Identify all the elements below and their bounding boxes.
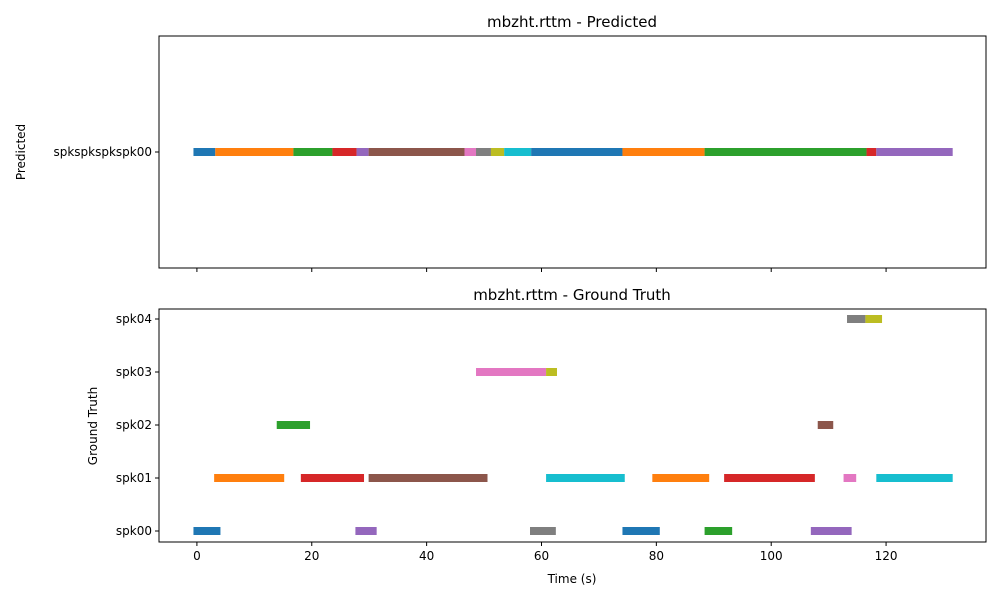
predicted-axes-frame <box>158 35 987 269</box>
ground-truth-title: mbzht.rttm - Ground Truth <box>473 286 671 304</box>
ground-truth-segment <box>843 474 857 482</box>
ground-truth-ytick-label: spk02 <box>116 418 152 432</box>
ground-truth-xtick-label: 40 <box>419 549 434 563</box>
ground-truth-ytick-label: spk01 <box>116 471 152 485</box>
ground-truth-ytick-label: spk03 <box>116 365 152 379</box>
ground-truth-xtick-label: 20 <box>304 549 319 563</box>
ground-truth-ytick-label: spk00 <box>116 524 152 538</box>
ground-truth-segment <box>193 527 221 535</box>
ground-truth-segment <box>847 315 866 323</box>
predicted-segment <box>531 148 623 156</box>
ground-truth-segment <box>704 527 733 535</box>
predicted-segment <box>464 148 477 156</box>
ground-truth-segment <box>876 474 953 482</box>
ground-truth-segment <box>622 527 660 535</box>
ground-truth-xtick-label: 120 <box>875 549 898 563</box>
predicted-title: mbzht.rttm - Predicted <box>487 13 657 31</box>
ground-truth-segment <box>214 474 285 482</box>
predicted-subplot: mbzht.rttm - Predicted Predicted spkspks… <box>14 13 987 272</box>
ground-truth-ytick-label: spk04 <box>116 312 152 326</box>
ground-truth-segment <box>817 421 834 429</box>
ground-truth-xtick-label: 100 <box>760 549 783 563</box>
predicted-ylabel: Predicted <box>14 124 28 180</box>
predicted-segment <box>476 148 491 156</box>
ground-truth-segment <box>276 421 311 429</box>
ground-truth-segment <box>530 527 556 535</box>
ground-truth-xtick-label: 80 <box>649 549 664 563</box>
predicted-segment <box>504 148 532 156</box>
ground-truth-xtick-label: 60 <box>534 549 549 563</box>
ground-truth-segment <box>546 474 625 482</box>
predicted-xticks <box>196 268 887 272</box>
predicted-ytick-label: spkspkspkspk00 <box>53 145 152 159</box>
predicted-segment <box>704 148 867 156</box>
predicted-segment <box>215 148 294 156</box>
ground-truth-axes-frame <box>158 308 987 543</box>
predicted-segment <box>490 148 505 156</box>
ground-truth-segments <box>193 315 953 535</box>
ground-truth-xlabel: Time (s) <box>547 572 597 586</box>
ground-truth-segment <box>865 315 883 323</box>
ground-truth-subplot: mbzht.rttm - Ground Truth Ground Truth T… <box>86 286 987 586</box>
ground-truth-segment <box>368 474 488 482</box>
ground-truth-yticks: spk00 spk01 spk02 spk03 spk04 <box>116 312 159 538</box>
predicted-segment <box>293 148 333 156</box>
ground-truth-xticks: 0 20 40 60 80 100 120 <box>193 542 898 563</box>
predicted-segment <box>876 148 953 156</box>
predicted-segment <box>368 148 465 156</box>
predicted-segment <box>356 148 369 156</box>
predicted-segment <box>193 148 216 156</box>
ground-truth-segment <box>724 474 815 482</box>
ground-truth-ylabel: Ground Truth <box>86 387 100 465</box>
ground-truth-segment <box>652 474 710 482</box>
predicted-segment <box>866 148 877 156</box>
predicted-segments <box>193 148 953 156</box>
ground-truth-segment <box>300 474 365 482</box>
ground-truth-segment <box>476 368 547 376</box>
ground-truth-segment <box>546 368 557 376</box>
predicted-segment <box>622 148 705 156</box>
predicted-segment <box>332 148 357 156</box>
ground-truth-xtick-label: 0 <box>193 549 201 563</box>
predicted-yticks: spkspkspkspk00 <box>53 145 159 159</box>
ground-truth-segment <box>355 527 377 535</box>
ground-truth-segment <box>810 527 852 535</box>
